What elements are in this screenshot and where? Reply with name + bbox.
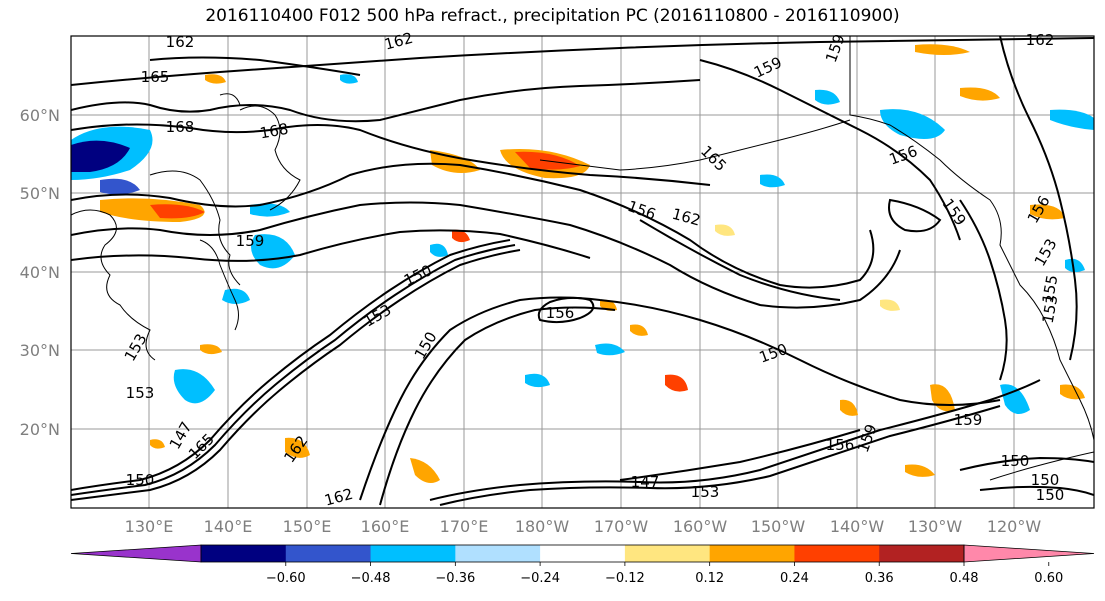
shade-patch-neg bbox=[595, 343, 625, 356]
coastlines bbox=[71, 36, 1094, 481]
colorbar: −0.60 −0.48 −0.36 −0.24 −0.12 0.12 0.24 0.36 0.4… bbox=[70, 544, 1095, 586]
shade-patch-neg bbox=[760, 174, 785, 188]
lon-label: 150°W bbox=[751, 517, 806, 536]
colorbar-tick-label: −0.24 bbox=[520, 571, 560, 586]
longitude-labels: 130°E 140°E 150°E 160°E 170°E 180°W 170°… bbox=[125, 517, 1042, 536]
shade-patch-neg bbox=[1050, 109, 1094, 130]
colorbar-tick-label: 0.24 bbox=[780, 571, 809, 586]
shade-patch-neg bbox=[250, 203, 290, 217]
shade-patch-pos bbox=[1030, 204, 1065, 220]
shade-patch-pos-mid bbox=[665, 374, 688, 392]
contour-label: 147 bbox=[631, 473, 660, 491]
shade-patch-pos bbox=[630, 324, 648, 336]
colorbar-segment bbox=[624, 545, 711, 562]
plot-frame bbox=[70, 35, 1095, 509]
lon-label: 150°E bbox=[283, 517, 332, 536]
shade-patch-pos bbox=[915, 44, 970, 55]
lon-label: 140°E bbox=[204, 517, 253, 536]
colorbar-tick-label: −0.12 bbox=[605, 571, 645, 586]
contour-label: 150 bbox=[1031, 471, 1060, 489]
colorbar-tick-label: −0.36 bbox=[435, 571, 475, 586]
shade-patch-neg-strong bbox=[71, 140, 130, 172]
graticule bbox=[71, 36, 1094, 508]
shade-patch-neg bbox=[100, 178, 140, 195]
colorbar-segment bbox=[540, 545, 626, 562]
colorbar-tick-label: 0.60 bbox=[1034, 571, 1063, 586]
shade-patch-pos bbox=[905, 464, 935, 477]
lon-label: 160°E bbox=[361, 517, 410, 536]
colorbar-segment bbox=[201, 545, 287, 562]
contour-label: 150 bbox=[1001, 452, 1030, 470]
contour-label: 153 bbox=[691, 483, 720, 501]
lat-label: 60°N bbox=[20, 106, 60, 125]
colorbar-segment bbox=[285, 545, 372, 562]
contour-label: 168 bbox=[258, 120, 289, 143]
colorbar-segment bbox=[455, 545, 541, 562]
lon-label: 140°W bbox=[830, 517, 885, 536]
lon-label: 130°E bbox=[125, 517, 174, 536]
lat-label: 20°N bbox=[20, 420, 60, 439]
colorbar-tick-label: −0.60 bbox=[266, 571, 306, 586]
shade-patch-neg bbox=[525, 373, 550, 388]
colorbar-tick-label: 0.48 bbox=[950, 571, 979, 586]
shade-patch-pos bbox=[715, 224, 735, 236]
contour-label: 153 bbox=[1039, 293, 1062, 324]
map-title: 2016110400 F012 500 hPa refract., precip… bbox=[205, 6, 900, 26]
shade-patch-neg bbox=[880, 109, 945, 139]
shade-patch-pos bbox=[960, 87, 1000, 101]
contour-label: 162 bbox=[1026, 31, 1055, 49]
lat-label: 40°N bbox=[20, 263, 60, 282]
contour-label: 155 bbox=[1039, 273, 1062, 304]
shade-patch-pos bbox=[840, 399, 858, 416]
shade-patch-pos-mid bbox=[452, 229, 470, 243]
shade-patch-neg bbox=[815, 89, 840, 105]
shade-patch-neg bbox=[1065, 258, 1085, 273]
contour-label: 159 bbox=[954, 411, 983, 429]
shade-patch-pos bbox=[200, 344, 222, 355]
contour-label: 153 bbox=[126, 384, 155, 402]
contour-label: 150 bbox=[1036, 486, 1065, 504]
colorbar-extend-high bbox=[963, 544, 1095, 563]
shade-patch-pos-mid bbox=[150, 204, 205, 219]
lon-label: 180°W bbox=[515, 517, 570, 536]
colorbar-tick-label: 0.12 bbox=[695, 571, 724, 586]
colorbar-segment bbox=[370, 545, 456, 562]
lon-label: 160°W bbox=[673, 517, 728, 536]
contour-label: 156 bbox=[826, 436, 855, 454]
colorbar-segment bbox=[709, 545, 795, 562]
lon-label: 170°W bbox=[594, 517, 649, 536]
colorbar-segment bbox=[879, 545, 965, 562]
shade-patch-neg bbox=[430, 243, 448, 257]
colorbar-tick-label: 0.36 bbox=[865, 571, 894, 586]
colorbar-frame bbox=[200, 544, 965, 563]
contour-label: 150 bbox=[126, 471, 155, 489]
lon-label: 120°W bbox=[987, 517, 1042, 536]
shade-patch-pos bbox=[285, 437, 310, 458]
contour-label: 168 bbox=[166, 118, 195, 136]
lat-label: 50°N bbox=[20, 184, 60, 203]
lat-label: 30°N bbox=[20, 341, 60, 360]
contour-label: 165 bbox=[141, 68, 170, 86]
contour-label: 159 bbox=[236, 232, 265, 250]
lon-label: 130°W bbox=[908, 517, 963, 536]
colorbar-segment bbox=[794, 545, 880, 562]
shade-patch-pos bbox=[1060, 384, 1085, 400]
shade-patch-pos bbox=[410, 458, 440, 484]
shade-patch-neg bbox=[340, 74, 358, 84]
colorbar-extend-low bbox=[70, 544, 202, 563]
shade-patch-neg bbox=[1000, 384, 1030, 414]
contour-label: 156 bbox=[546, 304, 575, 322]
shade-patch-neg bbox=[173, 369, 215, 404]
latitude-labels: 60°N 50°N 40°N 30°N 20°N bbox=[20, 106, 60, 439]
colorbar-tick-label: −0.48 bbox=[351, 571, 391, 586]
refractivity-contours bbox=[71, 36, 1094, 506]
shade-patch-pos bbox=[150, 439, 165, 449]
shade-patch-pos bbox=[880, 299, 900, 311]
shade-patch-pos bbox=[205, 74, 226, 84]
shade-patch-neg bbox=[222, 288, 250, 304]
lon-label: 170°E bbox=[440, 517, 489, 536]
contour-label: 162 bbox=[166, 33, 195, 51]
